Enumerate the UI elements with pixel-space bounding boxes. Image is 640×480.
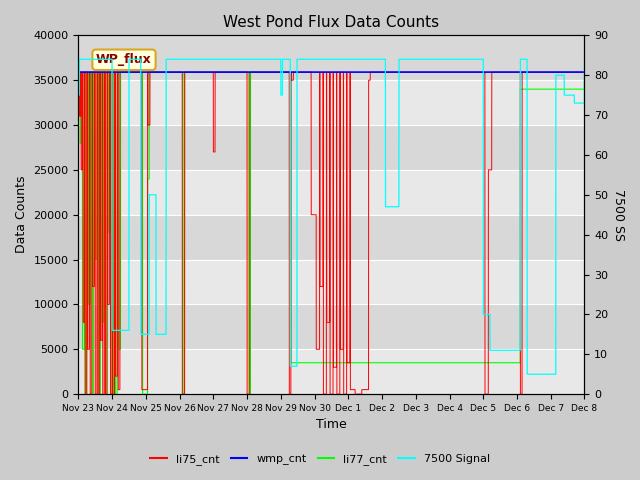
X-axis label: Time: Time <box>316 419 347 432</box>
Bar <box>79 215 584 260</box>
Bar <box>79 170 584 215</box>
Bar <box>79 349 584 394</box>
Bar <box>79 125 584 170</box>
Legend: li75_cnt, wmp_cnt, li77_cnt, 7500 Signal: li75_cnt, wmp_cnt, li77_cnt, 7500 Signal <box>146 450 494 469</box>
Bar <box>79 304 584 349</box>
Y-axis label: 7500 SS: 7500 SS <box>612 189 625 241</box>
Y-axis label: Data Counts: Data Counts <box>15 176 28 253</box>
Title: West Pond Flux Data Counts: West Pond Flux Data Counts <box>223 15 440 30</box>
Text: WP_flux: WP_flux <box>96 53 152 66</box>
Bar <box>79 80 584 125</box>
Bar <box>79 36 584 80</box>
Bar <box>79 260 584 304</box>
